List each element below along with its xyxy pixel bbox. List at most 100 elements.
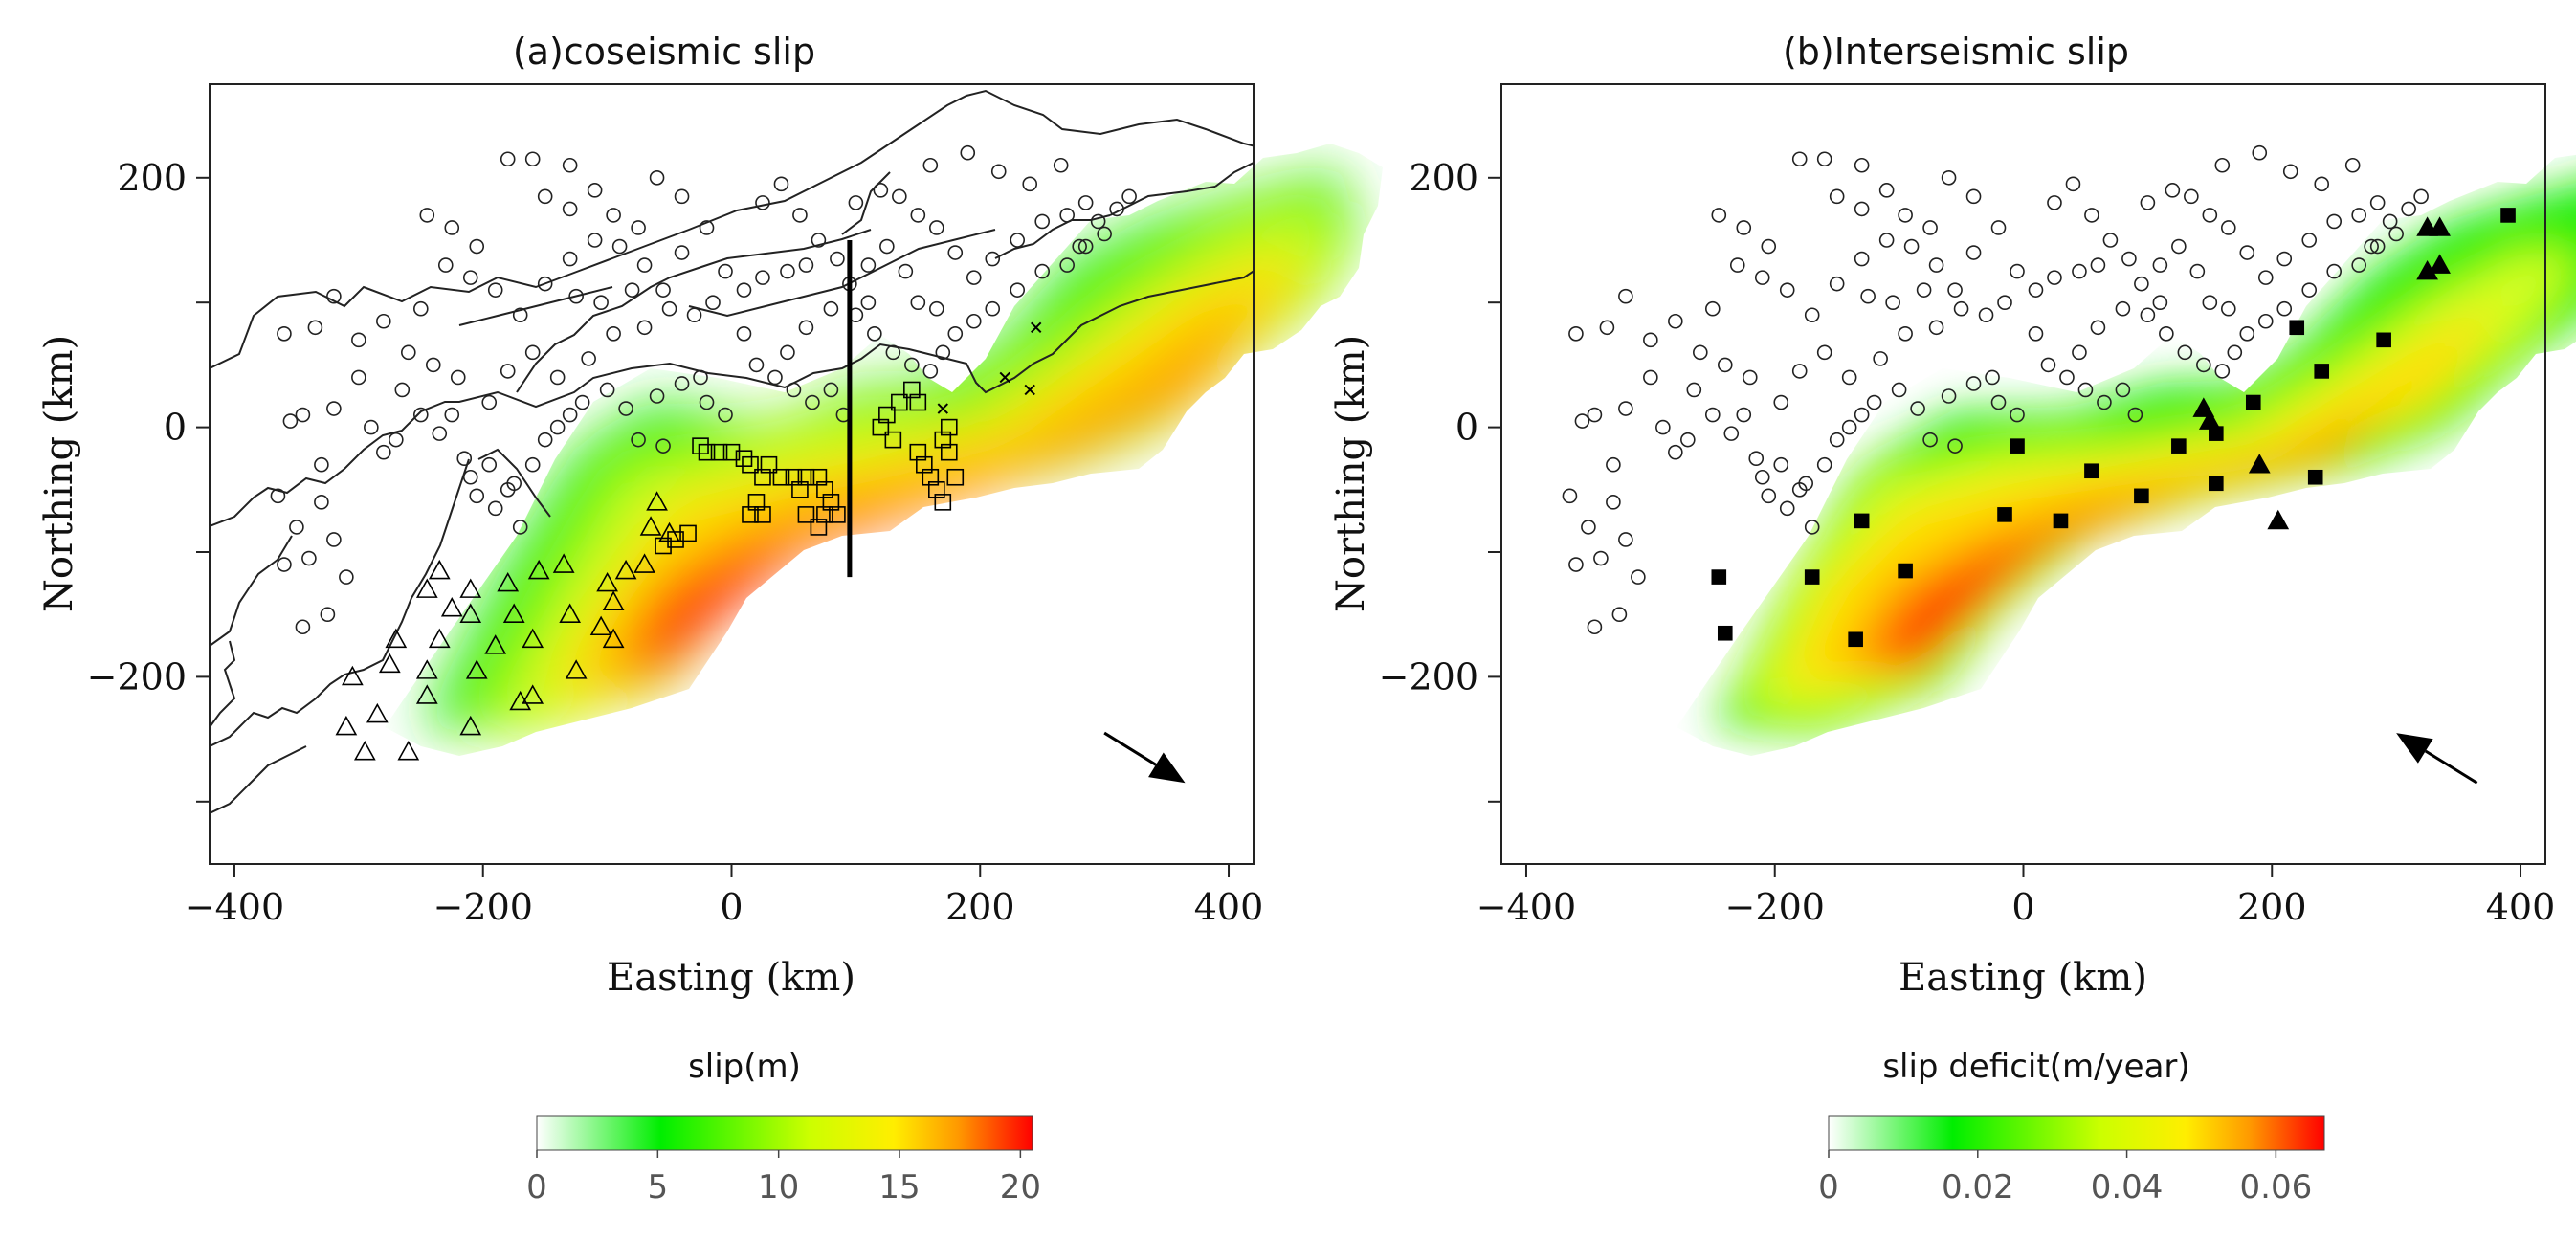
gps-station-marker xyxy=(2301,282,2318,298)
square-marker xyxy=(1804,569,1820,585)
gps-station-marker xyxy=(2115,300,2131,317)
triangle-marker xyxy=(440,597,463,617)
gps-station-marker xyxy=(2351,257,2366,273)
gps-station-marker xyxy=(624,282,640,298)
square-marker xyxy=(2376,332,2391,348)
gps-station-marker xyxy=(1953,300,1969,317)
gps-station-marker xyxy=(450,369,466,386)
colorbar-tick-label: 0 xyxy=(1818,1168,1839,1207)
colorbar-label-b: slip deficit(m/year) xyxy=(1882,1048,2189,1086)
gps-station-marker xyxy=(1947,438,1963,454)
panel-a-title: (a)coseismic slip xyxy=(513,31,815,73)
gps-station-marker xyxy=(966,270,982,285)
gps-station-marker xyxy=(2301,232,2318,248)
triangle-marker xyxy=(559,603,582,624)
y-axis-label-a: Northing (km) xyxy=(37,335,81,612)
square-marker xyxy=(2307,469,2323,485)
gps-station-marker xyxy=(2196,357,2211,373)
gps-station-marker xyxy=(2184,188,2199,205)
arrow-shaft xyxy=(1103,731,1157,766)
gps-station-marker xyxy=(2165,183,2181,198)
gps-station-marker xyxy=(1618,288,1633,304)
gps-station-marker xyxy=(2171,238,2187,255)
gps-station-marker xyxy=(2028,325,2044,342)
gps-station-marker xyxy=(376,313,391,329)
gps-station-marker xyxy=(282,413,299,429)
gps-station-marker xyxy=(860,257,877,273)
markers-b xyxy=(1562,144,2516,648)
gps-station-marker xyxy=(935,344,951,361)
gps-station-marker xyxy=(2369,195,2386,210)
gps-station-marker xyxy=(736,282,752,298)
y-tick-label: −200 xyxy=(1379,655,1478,698)
gps-station-marker xyxy=(1854,201,1870,217)
square-marker xyxy=(928,480,945,498)
gps-station-marker xyxy=(524,344,541,361)
gps-station-marker xyxy=(1841,419,1857,435)
gps-station-marker xyxy=(1898,325,1913,342)
gps-station-marker xyxy=(1916,282,1932,298)
gps-station-marker xyxy=(524,151,541,167)
gps-station-marker xyxy=(599,382,615,398)
gps-station-marker xyxy=(1568,557,1584,572)
gps-station-marker xyxy=(574,394,590,410)
gps-station-marker xyxy=(270,488,286,504)
gps-station-marker xyxy=(2072,263,2087,279)
gps-station-marker xyxy=(1761,238,1777,255)
x-tick-label: −400 xyxy=(1477,886,1576,928)
triangle-marker xyxy=(428,628,451,649)
gps-station-marker xyxy=(2084,208,2099,223)
triangle-marker xyxy=(459,578,482,598)
gps-station-marker xyxy=(1059,257,1075,273)
triangle-marker xyxy=(397,740,420,761)
gps-station-marker xyxy=(2140,195,2156,210)
square-marker xyxy=(1711,569,1727,585)
gps-station-marker xyxy=(481,394,498,410)
colorbar-tick-label: 20 xyxy=(1000,1168,1041,1207)
gps-station-marker xyxy=(1643,369,1658,386)
gps-station-marker xyxy=(1791,481,1808,498)
gps-station-marker xyxy=(2010,263,2025,279)
triangle-marker xyxy=(428,559,451,580)
gps-station-marker xyxy=(606,325,621,342)
gps-station-marker xyxy=(389,432,404,448)
gps-station-marker xyxy=(1754,270,1770,285)
gps-station-marker xyxy=(2047,270,2062,285)
triangle-marker xyxy=(633,553,655,573)
gps-station-marker xyxy=(1587,407,1603,423)
square-marker xyxy=(742,506,759,523)
gps-station-marker xyxy=(985,251,1001,267)
gps-station-marker xyxy=(922,157,939,173)
gps-station-marker xyxy=(2134,276,2149,292)
triangle-marker xyxy=(522,628,544,649)
gps-station-marker xyxy=(649,170,665,186)
gps-station-marker xyxy=(1680,432,1696,448)
gps-station-marker xyxy=(1829,276,1845,292)
gps-station-marker xyxy=(1121,188,1137,205)
triangle-marker xyxy=(2429,254,2451,274)
gps-station-marker xyxy=(1729,257,1745,273)
gps-station-marker xyxy=(1816,344,1832,361)
gps-station-marker xyxy=(1854,407,1870,423)
gps-station-marker xyxy=(1736,220,1752,235)
gps-station-marker xyxy=(674,376,690,391)
gps-station-marker xyxy=(636,257,653,273)
triangle-marker xyxy=(465,659,488,679)
triangle-marker xyxy=(552,553,575,573)
gps-station-marker xyxy=(2326,263,2343,279)
gps-station-marker xyxy=(798,257,814,273)
gps-station-marker xyxy=(277,325,292,342)
gps-station-marker xyxy=(2221,220,2236,235)
square-marker xyxy=(878,406,896,424)
square-marker xyxy=(2010,438,2025,454)
square-marker xyxy=(722,443,741,461)
gps-station-marker xyxy=(1860,288,1876,304)
gps-station-marker xyxy=(2369,238,2386,255)
triangle-marker xyxy=(459,603,482,624)
square-marker xyxy=(742,455,759,474)
gps-station-marker xyxy=(487,282,503,298)
x-tick-label: 0 xyxy=(2011,886,2034,928)
gps-station-marker xyxy=(326,401,342,416)
colorbar-tick-label: 0.02 xyxy=(1942,1168,2014,1207)
gps-station-marker xyxy=(1010,282,1026,298)
